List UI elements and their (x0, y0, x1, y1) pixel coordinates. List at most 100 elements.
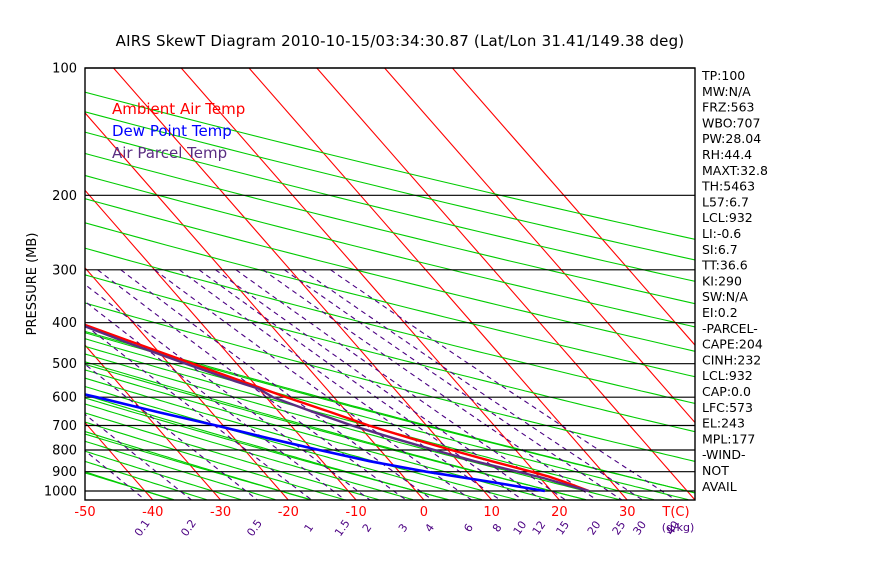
isotherm (248, 68, 628, 500)
saturated-adiabat (85, 403, 414, 500)
saturated-adiabat (85, 450, 242, 500)
isotherm (113, 68, 493, 500)
parameter-th: TH:5463 (701, 179, 755, 194)
parameter-list: TP:100MW:N/AFRZ:563WBO:707PW:28.04RH:44.… (701, 68, 768, 494)
mixing-ratio-labels: 0.1 0.2 0.5 1 1.5 2 3 4 6 8 10 12 15 20 25 30 40 (132, 517, 682, 539)
parameter-wind: -WIND- (702, 447, 746, 462)
parameter-frz: FRZ:563 (702, 100, 755, 115)
bottom-temp-tick-label: -50 (74, 505, 95, 520)
dry-adiabat (85, 247, 695, 405)
bottom-temp-tick-label: -40 (142, 505, 163, 520)
parameter-tp: TP:100 (701, 68, 745, 83)
saturated-adiabat-lines (85, 330, 695, 500)
parameter-sw: SW:N/A (702, 289, 748, 304)
parameter-cap: CAP:0.0 (702, 384, 751, 399)
sounding-curves (85, 323, 590, 493)
saturated-adiabat (85, 330, 695, 494)
dry-adiabat (85, 174, 695, 328)
parameter-tt: TT:36.6 (701, 258, 748, 273)
curve-ambient-air-temp (85, 323, 590, 493)
pressure-tick-label: 300 (52, 263, 77, 278)
isotherm (180, 68, 560, 500)
mixing-ratio-line (301, 269, 643, 500)
isotherm (85, 421, 154, 500)
pressure-tick-label: 900 (52, 465, 77, 480)
pressure-tick-label: 600 (52, 391, 77, 406)
plot-border (84, 67, 696, 501)
isotherm (451, 68, 695, 346)
bottom-temp-tick-label: 0 (420, 505, 428, 520)
curve-air-parcel-temp (85, 325, 590, 493)
parameter-not: NOT (702, 463, 729, 478)
parameter-l57: L57:6.7 (702, 194, 749, 209)
mixing-ratio-tick-label: 10 (511, 519, 530, 538)
parameter-si: SI:6.7 (702, 242, 738, 257)
saturated-adiabat (85, 412, 379, 500)
dry-adiabat (85, 111, 695, 261)
x-axis-title-temperature: T(C) (661, 505, 689, 520)
pressure-tick-label: 1000 (44, 485, 77, 500)
parameter-lcl: LCL:932 (702, 210, 753, 225)
isotherm (0, 68, 17, 500)
mixing-ratio-line (198, 269, 524, 500)
saturated-adiabat (85, 460, 207, 500)
saturated-adiabat (85, 345, 655, 500)
mixing-ratio-line (215, 269, 543, 500)
parameter-avail: AVAIL (702, 479, 737, 494)
dry-adiabat (85, 274, 695, 433)
pressure-axis-labels: 100 200 300 400 500 600 700 800 900 1000 (44, 62, 77, 500)
mixing-ratio-lines (85, 269, 677, 500)
bottom-temp-tick-label: -20 (278, 505, 299, 520)
mixing-ratio-tick-label: 12 (530, 519, 549, 538)
isotherm (85, 112, 425, 500)
mixing-ratio-line (85, 283, 371, 500)
pressure-tick-label: 100 (52, 62, 77, 77)
mixing-ratio-tick-label: 2 (360, 521, 375, 534)
mixing-ratio-tick-label: 15 (553, 519, 572, 538)
isotherm (85, 189, 357, 500)
mixing-ratio-tick-label: 1.5 (332, 517, 353, 539)
pressure-tick-label: 800 (52, 444, 77, 459)
saturated-adiabat (85, 394, 448, 500)
curve-dew-point-temp (85, 393, 546, 493)
legend-item-0: Ambient Air Temp (112, 100, 245, 118)
parameter-cinh: CINH:232 (702, 352, 761, 367)
mixing-ratio-tick-label: 8 (490, 521, 505, 534)
parameter-parcel: -PARCEL- (702, 321, 758, 336)
mixing-ratio-tick-label: 0.5 (244, 517, 265, 539)
mixing-ratio-line (85, 363, 258, 500)
parameter-el: EL:243 (702, 416, 745, 431)
pressure-tick-label: 200 (52, 189, 77, 204)
dry-adiabat (85, 332, 695, 494)
dry-adiabat (85, 152, 695, 305)
saturated-adiabat (85, 440, 276, 500)
mixing-ratio-line (284, 269, 623, 500)
mixing-ratio-tick-label: 30 (630, 519, 649, 538)
saturated-adiabat (85, 377, 517, 500)
dry-adiabat (85, 131, 695, 282)
mixing-ratio-tick-label: 20 (585, 519, 604, 538)
saturated-adiabat (85, 421, 345, 500)
saturated-adiabat (85, 385, 483, 500)
mixing-ratio-tick-label: 4 (422, 521, 437, 534)
parameter-ki: KI:290 (702, 273, 742, 288)
isotherm (384, 68, 695, 424)
bottom-temperature-labels: -50 -40 -30 -20 -10 0 10 20 30 (74, 505, 635, 520)
mixing-ratio-line (85, 324, 313, 500)
bottom-temp-tick-label: -30 (210, 505, 231, 520)
mixing-ratio-tick-label: 3 (396, 521, 411, 534)
parameter-mw: MW:N/A (702, 84, 751, 99)
parameter-rh: RH:44.4 (702, 147, 752, 162)
dry-adiabat (85, 302, 695, 463)
saturated-adiabat (85, 353, 620, 500)
saturated-adiabat (85, 369, 551, 500)
parameter-ei: EI:0.2 (702, 305, 738, 320)
mixing-ratio-line (85, 300, 346, 500)
mixing-ratio-line (179, 269, 501, 500)
mixing-ratio-tick-label: 0.2 (178, 517, 199, 539)
mixing-ratio-tick-label: 1 (302, 521, 317, 534)
parameter-maxt: MAXT:32.8 (702, 163, 768, 178)
